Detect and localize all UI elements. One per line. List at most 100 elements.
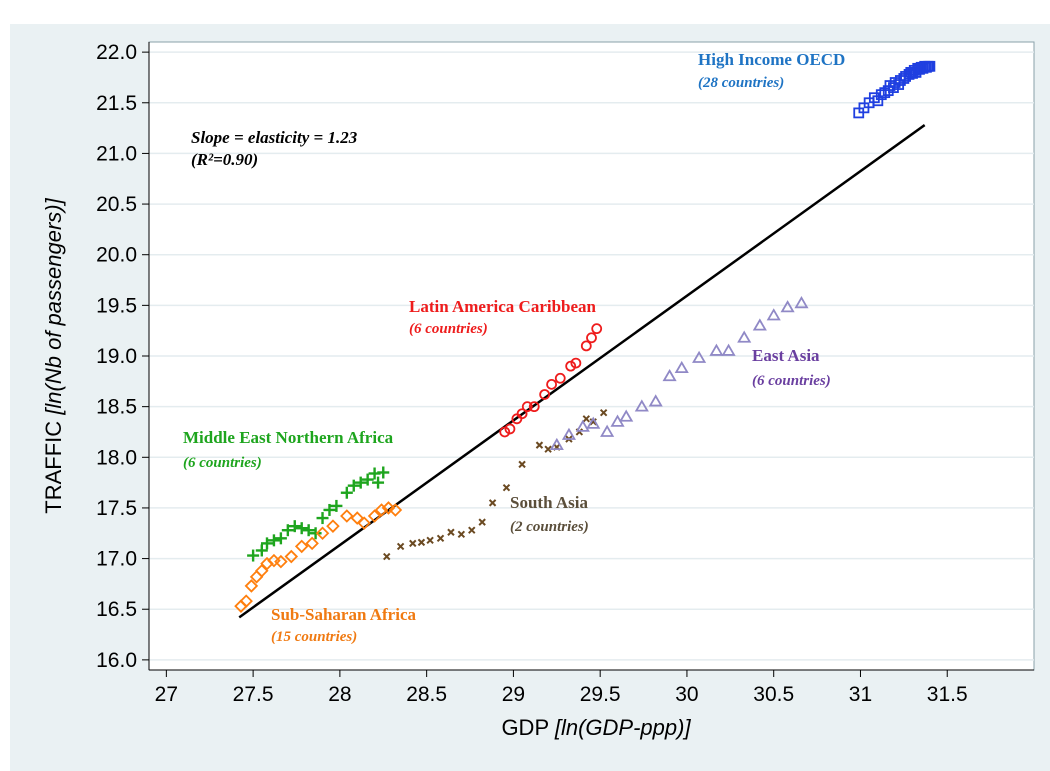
y-tick-label: 22.0: [96, 41, 137, 64]
fit-line-layer: [238, 124, 926, 619]
sa-point: [426, 536, 434, 545]
slope-annotation: Slope = elasticity = 1.23: [191, 128, 358, 147]
sa-point: [518, 460, 526, 469]
ssa-point: [381, 501, 396, 515]
lac-point: [499, 426, 511, 438]
ssa-point: [315, 526, 330, 541]
ea-point: [752, 318, 767, 331]
y-axis-title: TRAFFIC [ln(Nb of passengers)]: [41, 197, 66, 513]
ea-point: [575, 419, 590, 432]
data-points: [234, 60, 936, 613]
x-tick-label: 31: [849, 683, 872, 706]
mena-point: [316, 512, 329, 525]
ssa-point: [305, 536, 319, 551]
mena-point: [261, 537, 273, 550]
sa-point: [589, 418, 597, 426]
sa-point: [436, 534, 445, 543]
group-labels: High Income OECD (28 countries) Latin Amer…: [183, 50, 845, 645]
x-tick-label: 28: [328, 683, 351, 706]
mena-point: [330, 499, 343, 512]
ssa-point: [326, 519, 340, 533]
mena-point: [267, 534, 280, 547]
lac-point: [546, 378, 557, 390]
mena-point: [255, 544, 268, 557]
mena-point: [309, 527, 322, 540]
y-axis-title-main: TRAFFIC: [41, 421, 66, 514]
x-tick-label: 28.5: [406, 683, 447, 706]
y-tick-label: 20.5: [96, 193, 137, 216]
mena-point: [354, 476, 367, 489]
mena-point: [247, 549, 260, 562]
ssa-point: [284, 549, 299, 564]
ssa-point: [340, 509, 354, 523]
ea-point: [600, 424, 615, 437]
lac-point: [570, 357, 582, 369]
mena-point: [377, 466, 390, 479]
lac-group-label: Latin America Caribbean: [409, 297, 597, 316]
x-tick-label: 30: [675, 683, 698, 706]
lac-point: [580, 340, 592, 352]
y-tick-label: 20.0: [96, 244, 137, 267]
ssa-point: [294, 539, 309, 554]
sa-point: [447, 528, 455, 536]
ea-point: [674, 360, 689, 374]
sa-point: [488, 499, 497, 507]
sa-country-count: (2 countries): [510, 519, 589, 535]
sa-point: [417, 538, 426, 547]
mena-point: [372, 476, 385, 489]
ea-point: [561, 427, 577, 440]
y-tick-label: 19.5: [96, 294, 137, 317]
y-axis-title-unit: [ln(Nb of passengers)]: [41, 197, 66, 415]
y-tick-label: 18.0: [96, 446, 137, 469]
ea-point: [619, 409, 634, 422]
r-squared-annotation: (R²=0.90): [191, 150, 258, 169]
lac-point: [539, 389, 551, 400]
y-tick-label: 17.5: [96, 497, 137, 520]
sa-group-label: South Asia: [510, 493, 588, 512]
ssa-point: [244, 579, 259, 593]
lac-point: [521, 401, 533, 413]
y-tick-label: 16.5: [96, 598, 137, 621]
mena-group-label: Middle East Northern Africa: [183, 428, 394, 447]
ea-point: [634, 399, 649, 412]
sa-point: [457, 530, 466, 538]
mena-country-count: (6 countries): [183, 455, 262, 471]
x-tick-label: 27.5: [233, 683, 274, 706]
ea-point: [709, 343, 724, 356]
sa-point: [544, 445, 552, 453]
oecd-group-label: High Income OECD: [698, 50, 845, 69]
y-tick-label: 16.0: [96, 649, 137, 672]
ssa-point: [388, 503, 403, 517]
oecd-point: [872, 95, 884, 107]
y-tick-label: 17.0: [96, 548, 137, 571]
x-tick-label: 30.5: [753, 683, 794, 706]
ea-point: [780, 300, 795, 313]
x-tick-label: 31.5: [927, 683, 968, 706]
ea-point: [648, 394, 663, 407]
lac-point: [565, 360, 577, 372]
mena-point: [288, 520, 301, 533]
ea-point: [737, 330, 752, 343]
lac-point: [528, 401, 540, 413]
lac-point: [586, 332, 597, 344]
sa-point: [582, 415, 591, 423]
x-axis-title: GDP [ln(GDP-ppp)]: [501, 715, 691, 740]
mena-point: [295, 522, 308, 535]
ssa-point: [357, 516, 371, 530]
ssa-point: [374, 503, 389, 517]
ssa-point: [274, 554, 288, 569]
ea-point: [692, 350, 707, 363]
ssa-point: [350, 511, 365, 525]
oecd-point: [868, 92, 880, 104]
ssa-point: [255, 563, 269, 578]
lac-point: [504, 423, 516, 435]
ea-country-count: (6 countries): [752, 373, 831, 389]
ea-point: [586, 416, 601, 429]
axes: 16.0 16.5 17.0 17.5 18.0 18.5 19.0 19.5 20.0 20.5…: [96, 41, 1034, 706]
sa-point: [599, 409, 608, 417]
x-axis-title-unit: [ln(GDP-ppp)]: [554, 715, 692, 740]
sa-point: [396, 542, 405, 551]
mena-point: [274, 532, 287, 545]
x-tick-label: 29.5: [580, 683, 621, 706]
